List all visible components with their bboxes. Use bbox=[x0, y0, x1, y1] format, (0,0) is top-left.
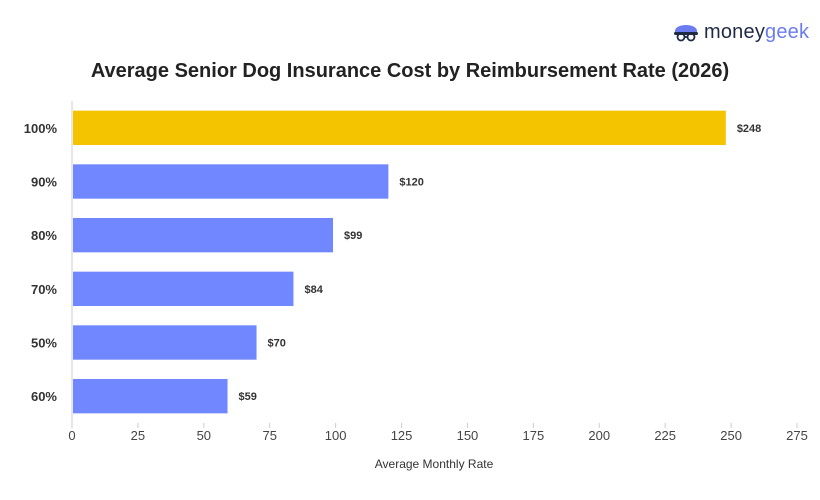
x-tick-label-11: 275 bbox=[786, 428, 808, 443]
x-tick-label-7: 175 bbox=[523, 428, 545, 443]
x-tick-label-5: 125 bbox=[391, 428, 413, 443]
moneygeek-logo: moneygeek bbox=[672, 20, 809, 44]
category-label-1: 90% bbox=[31, 175, 57, 190]
data-label-3: $84 bbox=[304, 284, 323, 296]
chart-title: Average Senior Dog Insurance Cost by Rei… bbox=[90, 60, 730, 82]
category-label-4: 50% bbox=[31, 336, 57, 351]
category-label-3: 70% bbox=[31, 282, 57, 297]
x-tick-label-9: 225 bbox=[654, 428, 676, 443]
category-label-0: 100% bbox=[24, 121, 58, 136]
bar-5 bbox=[73, 378, 228, 414]
x-axis-title: Average Monthly Rate bbox=[375, 457, 494, 471]
category-label-5: 60% bbox=[31, 389, 57, 404]
x-tick-label-8: 200 bbox=[588, 428, 610, 443]
bar-0 bbox=[73, 110, 726, 146]
x-tick-label-3: 75 bbox=[262, 428, 276, 443]
x-tick-label-4: 100 bbox=[325, 428, 347, 443]
x-tick-label-6: 150 bbox=[457, 428, 479, 443]
bar-2 bbox=[73, 217, 333, 253]
x-tick-label-1: 25 bbox=[131, 428, 145, 443]
x-tick-label-10: 250 bbox=[720, 428, 742, 443]
data-label-0: $248 bbox=[737, 123, 761, 135]
category-label-2: 80% bbox=[31, 228, 57, 243]
x-tick-label-2: 50 bbox=[197, 428, 211, 443]
bar-3 bbox=[73, 271, 294, 307]
data-label-4: $70 bbox=[268, 338, 286, 350]
logo-text-geek: geek bbox=[765, 20, 810, 43]
data-label-5: $59 bbox=[239, 391, 257, 403]
x-tick-label-0: 0 bbox=[68, 428, 75, 443]
logo-text-money: money bbox=[704, 20, 766, 43]
bar-4 bbox=[73, 325, 257, 360]
bar-1 bbox=[73, 164, 389, 199]
moneygeek-logo-icon bbox=[674, 25, 698, 42]
data-label-2: $99 bbox=[344, 230, 362, 242]
data-label-1: $120 bbox=[399, 177, 423, 189]
